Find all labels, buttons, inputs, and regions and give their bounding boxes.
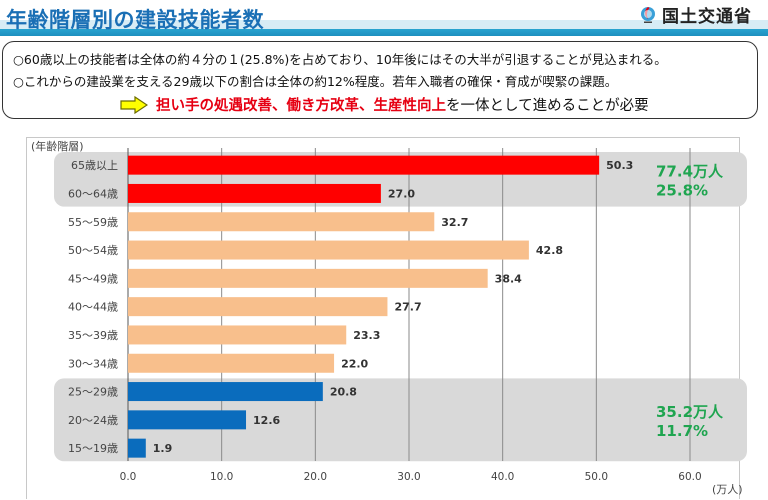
group-share-label-older: 25.8% — [656, 181, 708, 199]
ministry-logo: 国土交通省 — [640, 2, 752, 27]
value-label: 50.3 — [606, 159, 633, 172]
category-label: 55～59歳 — [68, 216, 118, 229]
note-line-1: ○60歳以上の技能者は全体の約４分の１(25.8%)を占めており、10年後にはそ… — [13, 52, 667, 67]
group-total-label-older: 77.4万人 — [656, 162, 724, 180]
mlit-logo-icon — [641, 6, 655, 23]
category-label: 65歳以上 — [71, 159, 118, 172]
category-label: 45～49歳 — [68, 272, 118, 285]
summary-note-box: ○60歳以上の技能者は全体の約４分の１(25.8%)を占めており、10年後にはそ… — [2, 41, 758, 119]
category-label: 20～24歳 — [68, 414, 118, 427]
category-label: 35～39歳 — [68, 329, 118, 342]
x-tick-label: 10.0 — [210, 471, 233, 483]
chart-frame — [26, 137, 740, 499]
category-label: 40～44歳 — [68, 301, 118, 314]
bar-middle[interactable] — [128, 212, 435, 232]
bar-younger[interactable] — [128, 438, 146, 458]
bar-younger[interactable] — [128, 410, 247, 430]
value-label: 32.7 — [441, 216, 468, 229]
value-label: 27.7 — [394, 301, 421, 314]
bar-middle[interactable] — [128, 268, 488, 288]
bar-middle[interactable] — [128, 297, 388, 317]
bar-middle[interactable] — [128, 325, 347, 345]
x-tick-label: 20.0 — [304, 471, 327, 483]
x-tick-label: 30.0 — [397, 471, 420, 483]
value-label: 1.9 — [153, 442, 173, 455]
value-label: 38.4 — [495, 272, 522, 285]
value-label: 42.8 — [536, 244, 563, 257]
emphasis-red-text: 担い手の処遇改善、働き方改革、生産性向上 — [156, 98, 446, 114]
value-label: 23.3 — [353, 329, 380, 342]
ministry-name: 国土交通省 — [662, 7, 752, 27]
category-label: 50～54歳 — [68, 244, 118, 257]
category-label: 25～29歳 — [68, 386, 118, 399]
bar-middle[interactable] — [128, 353, 335, 373]
bar-older[interactable] — [128, 155, 600, 175]
group-share-label-younger: 11.7% — [656, 422, 708, 440]
x-tick-label: 0.0 — [120, 471, 137, 483]
value-label: 22.0 — [341, 357, 368, 370]
category-label: 60～64歳 — [68, 187, 118, 200]
bar-older[interactable] — [128, 183, 381, 203]
right-arrow-icon — [120, 95, 148, 114]
header-bar: 年齢階層別の建設技能者数 国土交通省 — [0, 0, 768, 36]
bar-younger[interactable] — [128, 382, 323, 402]
category-label: 15～19歳 — [68, 442, 118, 455]
x-axis-unit: (万人) — [712, 483, 743, 496]
x-tick-label: 50.0 — [585, 471, 608, 483]
y-axis-title: (年齢階層) — [31, 139, 84, 153]
x-tick-label: 60.0 — [678, 471, 701, 483]
category-label: 30～34歳 — [68, 357, 118, 370]
value-label: 20.8 — [330, 386, 357, 399]
page-title: 年齢階層別の建設技能者数 — [6, 8, 264, 32]
emphasis-line: 担い手の処遇改善、働き方改革、生産性向上 を一体として進めることが必要 — [120, 94, 649, 115]
note-line-2: ○これからの建設業を支える29歳以下の割合は全体の約12%程度。若年入職者の確保… — [13, 74, 618, 89]
x-tick-label: 40.0 — [491, 471, 514, 483]
bar-middle[interactable] — [128, 240, 529, 260]
group-total-label-younger: 35.2万人 — [656, 403, 724, 421]
value-label: 27.0 — [388, 187, 415, 200]
value-label: 12.6 — [253, 414, 280, 427]
emphasis-black-text: を一体として進めることが必要 — [446, 98, 649, 114]
